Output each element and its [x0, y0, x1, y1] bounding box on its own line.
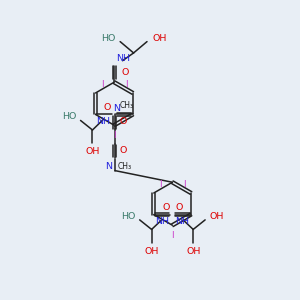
- Text: CH₃: CH₃: [120, 101, 134, 110]
- Text: OH: OH: [152, 34, 166, 43]
- Text: I: I: [183, 180, 186, 189]
- Text: O: O: [119, 117, 127, 126]
- Text: OH: OH: [85, 147, 100, 156]
- Text: I: I: [125, 80, 128, 89]
- Text: I: I: [159, 180, 162, 189]
- Text: NH: NH: [96, 117, 110, 126]
- Text: O: O: [122, 68, 129, 77]
- Text: I: I: [101, 80, 104, 89]
- Text: OH: OH: [186, 247, 200, 256]
- Text: O: O: [119, 146, 127, 155]
- Text: N: N: [106, 162, 112, 171]
- Text: O: O: [175, 203, 183, 212]
- Text: CH₃: CH₃: [118, 162, 132, 171]
- Text: N: N: [113, 104, 121, 113]
- Text: HO: HO: [62, 112, 76, 122]
- Text: NH: NH: [155, 217, 170, 226]
- Text: HO: HO: [121, 212, 135, 221]
- Text: NH: NH: [116, 54, 130, 63]
- Text: OH: OH: [210, 212, 224, 221]
- Text: O: O: [104, 103, 111, 112]
- Text: OH: OH: [144, 247, 159, 256]
- Text: O: O: [162, 203, 169, 212]
- Text: HO: HO: [101, 34, 115, 43]
- Text: NH: NH: [175, 217, 189, 226]
- Text: I: I: [113, 130, 116, 140]
- Text: I: I: [171, 231, 174, 240]
